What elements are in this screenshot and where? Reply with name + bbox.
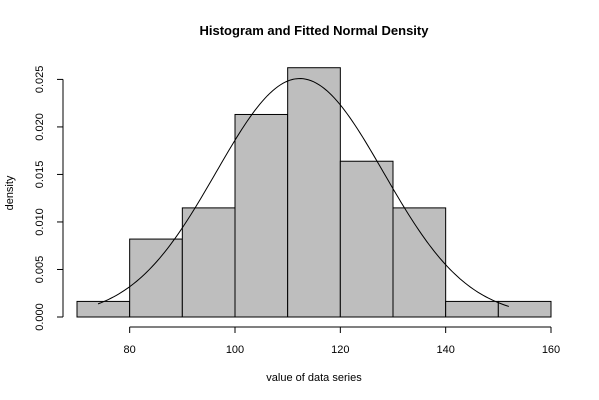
y-axis: 0.000 0.005 0.010 0.015 0.020 0.025 <box>34 66 64 331</box>
histogram-bar-8 <box>445 300 499 318</box>
fitted-normal-curve <box>97 78 510 307</box>
y-tick-label-0.000: 0.000 <box>34 303 46 331</box>
y-tick-label-0.015: 0.015 <box>34 161 46 189</box>
histogram-bar-9 <box>497 300 552 318</box>
x-tick-label-120: 120 <box>331 344 349 356</box>
fitted-curve-group <box>97 78 510 307</box>
chart-title: Histogram and Fitted Normal Density <box>200 23 430 38</box>
y-tick-label-0.025: 0.025 <box>34 66 46 94</box>
x-tick-label-140: 140 <box>436 344 454 356</box>
y-tick-label-0.020: 0.020 <box>34 113 46 141</box>
histogram-bar-3 <box>181 207 236 318</box>
histogram-bars <box>76 67 552 318</box>
x-tick-label-80: 80 <box>124 344 136 356</box>
histogram-bar-5 <box>287 67 341 318</box>
y-axis-label: density <box>4 175 16 210</box>
y-tick-label-0.010: 0.010 <box>34 208 46 236</box>
x-axis-label: value of data series <box>266 372 362 384</box>
histogram-bar-2 <box>129 238 183 318</box>
histogram-bar-1 <box>76 300 131 318</box>
x-tick-label-100: 100 <box>226 344 244 356</box>
histogram-bar-6 <box>339 160 394 318</box>
histogram-bar-4 <box>234 113 289 318</box>
y-tick-label-0.005: 0.005 <box>34 256 46 284</box>
x-tick-label-160: 160 <box>542 344 560 356</box>
histogram-bar-7 <box>392 207 447 318</box>
x-axis: 80 100 120 140 160 <box>124 326 560 356</box>
